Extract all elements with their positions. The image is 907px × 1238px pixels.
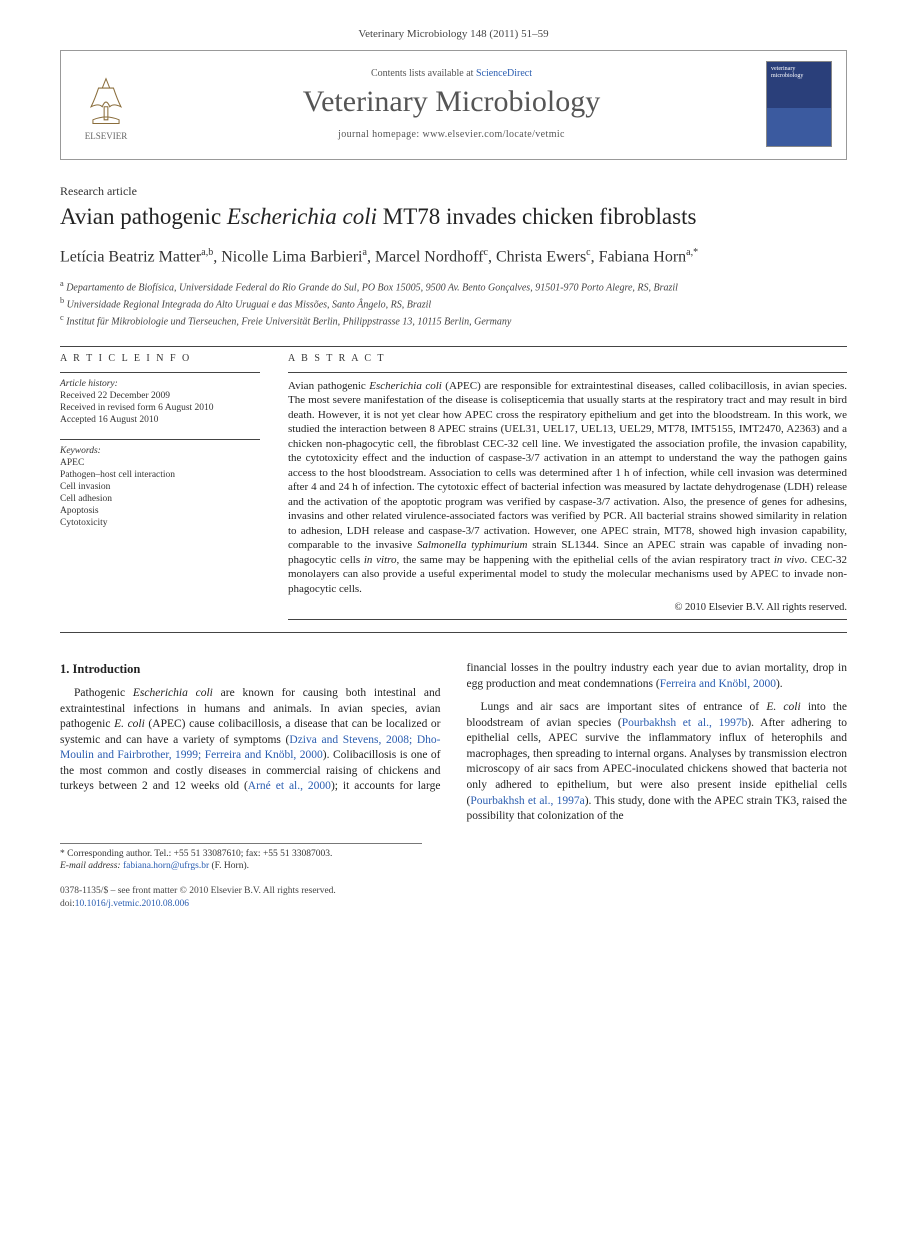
homepage-prefix: journal homepage: (338, 129, 422, 140)
corr-email-link[interactable]: fabiana.horn@ufrgs.br (123, 861, 209, 871)
keyword: Pathogen–host cell interaction (60, 470, 260, 480)
abstract-rule (288, 372, 847, 373)
history-block: Article history: Received 22 December 20… (60, 379, 260, 425)
affiliation-line: b Universidade Regional Integrada do Alt… (60, 295, 847, 312)
body-paragraph: Lungs and air sacs are important sites o… (467, 700, 848, 824)
doi-label: doi: (60, 899, 75, 909)
sciencedirect-link[interactable]: ScienceDirect (476, 68, 532, 79)
history-line: Received 22 December 2009 (60, 391, 260, 401)
info-abstract-row: A R T I C L E I N F O Article history: R… (60, 353, 847, 627)
journal-cover-thumbnail: veterinary microbiology (766, 61, 832, 147)
contents-line: Contents lists available at ScienceDirec… (151, 68, 752, 79)
body-columns: 1. Introduction Pathogenic Escherichia c… (60, 661, 847, 824)
corr-name: (F. Horn). (209, 861, 249, 871)
history-line: Accepted 16 August 2010 (60, 415, 260, 425)
cover-text: veterinary microbiology (771, 66, 803, 79)
abstract-text: Avian pathogenic Escherichia coli (APEC)… (288, 379, 847, 597)
keyword: Cell adhesion (60, 494, 260, 504)
footer-line: 0378-1135/$ – see front matter © 2010 El… (60, 885, 847, 910)
journal-reference: Veterinary Microbiology 148 (2011) 51–59 (60, 28, 847, 40)
affiliation-line: a Departamento de Biofísica, Universidad… (60, 278, 847, 295)
txt: ). (776, 678, 783, 690)
rule-mid (60, 632, 847, 633)
txt: ). After adhering to epithelial cells, A… (467, 717, 848, 807)
keyword: APEC (60, 458, 260, 468)
keyword: Cytotoxicity (60, 518, 260, 528)
article-info-column: A R T I C L E I N F O Article history: R… (60, 353, 260, 627)
info-heading: A R T I C L E I N F O (60, 353, 260, 364)
contents-prefix: Contents lists available at (371, 68, 476, 79)
elsevier-tree-icon (78, 75, 134, 131)
keyword: Cell invasion (60, 482, 260, 492)
info-rule (60, 372, 260, 373)
abstract-column: A B S T R A C T Avian pathogenic Escheri… (288, 353, 847, 627)
keyword: Apoptosis (60, 506, 260, 516)
article-type: Research article (60, 184, 847, 199)
affiliation-line: c Institut für Mikrobiologie und Tierseu… (60, 312, 847, 329)
article-title: Avian pathogenic Escherichia coli MT78 i… (60, 203, 847, 232)
history-heading: Article history: (60, 379, 260, 389)
section-heading: 1. Introduction (60, 661, 441, 678)
correspondence-footer: * Corresponding author. Tel.: +55 51 330… (60, 843, 422, 874)
publisher-name: ELSEVIER (85, 131, 128, 141)
txt: Pathogenic (74, 687, 133, 699)
doi-link[interactable]: 10.1016/j.vetmic.2010.08.006 (75, 899, 189, 909)
corr-tel: Tel.: +55 51 33087610; fax: +55 51 33087… (154, 849, 332, 859)
abstract-heading: A B S T R A C T (288, 353, 847, 364)
journal-name: Veterinary Microbiology (151, 85, 752, 119)
info-rule-2 (60, 439, 260, 440)
header-box: ELSEVIER Contents lists available at Sci… (60, 50, 847, 160)
publisher-logo: ELSEVIER (75, 67, 137, 141)
abstract-copyright: © 2010 Elsevier B.V. All rights reserved… (288, 602, 847, 613)
corr-label: * Corresponding author. (60, 849, 154, 859)
title-pre: Avian pathogenic (60, 204, 227, 229)
rule-top (60, 346, 847, 347)
txt: turkeys between 2 and 12 weeks old ( (60, 780, 248, 792)
keywords-block: Keywords: APEC Pathogen–host cell intera… (60, 446, 260, 528)
keywords-heading: Keywords: (60, 446, 260, 456)
homepage-line: journal homepage: www.elsevier.com/locat… (151, 129, 752, 140)
txt: Lungs and air sacs are important sites o… (481, 701, 767, 713)
citation-link[interactable]: Pourbakhsh et al., 1997a (470, 795, 584, 807)
citation-link[interactable]: Pourbakhsh et al., 1997b (622, 717, 748, 729)
title-post: MT78 invades chicken fibroblasts (377, 204, 696, 229)
txt-ital: E. coli (114, 718, 145, 730)
txt-ital: Escherichia coli (133, 687, 213, 699)
affiliations: a Departamento de Biofísica, Universidad… (60, 278, 847, 330)
citation-link[interactable]: Ferreira and Knöbl, 2000 (660, 678, 776, 690)
homepage-url: www.elsevier.com/locate/vetmic (422, 129, 564, 140)
abstract-rule-bottom (288, 619, 847, 620)
title-italic: Escherichia coli (227, 204, 377, 229)
header-center: Contents lists available at ScienceDirec… (151, 68, 752, 140)
authors: Letícia Beatriz Mattera,b, Nicolle Lima … (60, 246, 847, 268)
citation-link[interactable]: Arné et al., 2000 (248, 780, 331, 792)
history-line: Received in revised form 6 August 2010 (60, 403, 260, 413)
txt-ital: E. coli (766, 701, 800, 713)
email-label: E-mail address: (60, 861, 121, 871)
issn-line: 0378-1135/$ – see front matter © 2010 El… (60, 886, 336, 896)
